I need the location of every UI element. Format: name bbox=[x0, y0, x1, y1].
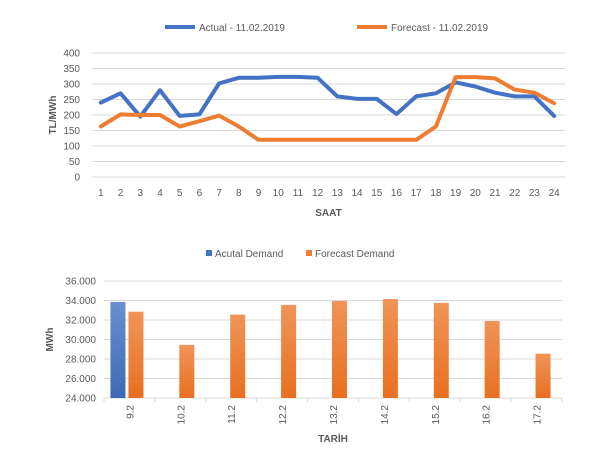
bar-chart: 24.000 26.000 28.000 30.000 32.000 34.000 36.0… bbox=[45, 249, 563, 445]
x-tick-label: 9.2 bbox=[125, 405, 136, 419]
x-tick-label: 8 bbox=[236, 188, 242, 199]
series-line-actual bbox=[98, 74, 557, 119]
x-tick-label: 1 bbox=[98, 188, 104, 199]
y-axis-title: MWh bbox=[45, 328, 56, 352]
bar-forecast bbox=[484, 320, 500, 398]
y-tick-label: 24.000 bbox=[65, 394, 96, 405]
x-tick-label: 3 bbox=[137, 188, 143, 199]
x-tick-label: 11.2 bbox=[227, 405, 238, 424]
x-tick-label: 6 bbox=[197, 188, 203, 199]
x-tick-label: 7 bbox=[216, 188, 222, 199]
x-tick-label: 10.2 bbox=[176, 405, 187, 425]
x-tick-label: 11 bbox=[293, 188, 304, 199]
y-tick-label: 32.000 bbox=[65, 316, 96, 327]
legend-label: Acutal Demand bbox=[215, 249, 283, 260]
x-tick-label: 15.2 bbox=[431, 405, 442, 425]
series-line-forecast bbox=[98, 75, 557, 142]
bar-forecast bbox=[179, 344, 195, 398]
y-tick-label: 30.000 bbox=[65, 335, 96, 346]
x-tick-label: 5 bbox=[177, 188, 183, 199]
bar-forecast bbox=[535, 353, 551, 398]
y-tick-label: 350 bbox=[63, 64, 80, 75]
bar-forecast bbox=[230, 314, 246, 398]
x-tick-label: 24 bbox=[549, 188, 561, 199]
x-axis-title: SAAT bbox=[315, 208, 341, 219]
x-tick-label: 15 bbox=[371, 188, 383, 199]
x-tick-label: 9 bbox=[256, 188, 262, 199]
x-tick-label: 17.2 bbox=[533, 405, 544, 425]
x-tick-label: 12 bbox=[312, 188, 324, 199]
x-tick-label: 16.2 bbox=[482, 405, 493, 425]
x-tick-label: 21 bbox=[489, 188, 501, 199]
bar-forecast bbox=[382, 299, 398, 398]
y-tick-label: 26.000 bbox=[65, 374, 96, 385]
bar-forecast bbox=[128, 311, 144, 398]
bar-forecast bbox=[332, 300, 347, 398]
y-tick-label: 28.000 bbox=[65, 355, 96, 366]
bar-forecast bbox=[433, 302, 449, 398]
x-tick-label: 14.2 bbox=[380, 405, 391, 425]
y-tick-label: 50 bbox=[69, 157, 81, 168]
y-tick-label: 100 bbox=[63, 142, 80, 153]
x-tick-label: 13 bbox=[332, 188, 344, 199]
y-tick-label: 0 bbox=[74, 173, 80, 184]
y-tick-label: 250 bbox=[63, 95, 80, 106]
x-tick-label: 4 bbox=[157, 188, 163, 199]
y-axis-title: TL/MWh bbox=[48, 96, 59, 135]
x-tick-label: 22 bbox=[509, 188, 521, 199]
legend-label: Forecast Demand bbox=[315, 249, 394, 260]
legend-label: Actual - 11.02.2019 bbox=[199, 23, 285, 34]
x-tick-label: 17 bbox=[411, 188, 423, 199]
legend-swatch bbox=[306, 250, 312, 256]
y-tick-label: 150 bbox=[63, 126, 80, 137]
bar-forecast bbox=[281, 304, 297, 398]
x-tick-label: 23 bbox=[529, 188, 541, 199]
x-tick-label: 16 bbox=[391, 188, 403, 199]
x-tick-label: 18 bbox=[430, 188, 442, 199]
bar-actual bbox=[110, 301, 126, 398]
y-tick-label: 34.000 bbox=[65, 296, 96, 307]
x-tick-label: 2 bbox=[118, 188, 124, 199]
legend-swatch bbox=[206, 250, 212, 256]
x-tick-label: 19 bbox=[450, 188, 462, 199]
legend-label: Forecast - 11.02.2019 bbox=[391, 23, 489, 34]
y-tick-label: 300 bbox=[63, 80, 80, 91]
x-tick-label: 14 bbox=[352, 188, 364, 199]
y-tick-label: 400 bbox=[63, 49, 80, 60]
x-tick-label: 12.2 bbox=[278, 405, 289, 425]
x-tick-label: 10 bbox=[273, 188, 285, 199]
x-tick-label: 13.2 bbox=[329, 405, 340, 425]
x-tick-label: 20 bbox=[470, 188, 482, 199]
y-tick-label: 36.000 bbox=[65, 277, 96, 288]
y-tick-label: 200 bbox=[63, 111, 80, 122]
x-axis-title: TARİH bbox=[318, 432, 348, 445]
